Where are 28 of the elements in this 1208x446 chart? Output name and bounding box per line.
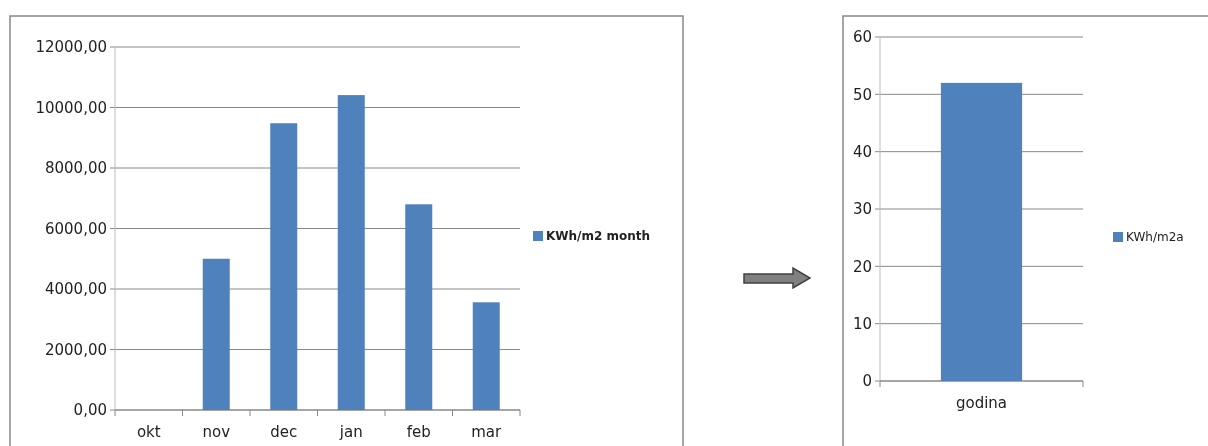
- y-tick-label: 8000,00: [44, 159, 107, 178]
- legend-label: KWh/m2a: [1126, 230, 1184, 245]
- legend-label: KWh/m2 month: [546, 229, 651, 244]
- x-tick-label: jan: [338, 423, 363, 441]
- y-tick-label: 0: [862, 372, 872, 391]
- y-tick-label: 40: [852, 142, 872, 161]
- y-tick-label: 6000,00: [44, 219, 107, 238]
- bar: [337, 95, 365, 410]
- y-tick-label: 10000,00: [35, 98, 107, 117]
- x-tick-label: godina: [955, 394, 1008, 412]
- x-tick-label: mar: [471, 423, 503, 441]
- y-tick-label: 30: [852, 200, 872, 219]
- bar: [202, 258, 230, 410]
- y-tick-label: 0,00: [73, 401, 107, 420]
- y-tick-label: 12000,00: [35, 38, 107, 57]
- x-tick-label: okt: [136, 423, 161, 441]
- y-tick-label: 4000,00: [44, 280, 107, 299]
- x-tick-label: dec: [270, 423, 298, 441]
- y-tick-label: 50: [852, 85, 872, 104]
- x-tick-label: feb: [406, 423, 431, 441]
- y-tick-label: 10: [852, 314, 872, 333]
- y-tick-label: 60: [852, 28, 872, 47]
- bar: [270, 123, 298, 410]
- x-tick-label: nov: [202, 423, 231, 441]
- bar: [405, 204, 433, 410]
- y-tick-label: 2000,00: [44, 340, 107, 359]
- y-tick-label: 20: [852, 257, 872, 276]
- bar: [472, 302, 500, 410]
